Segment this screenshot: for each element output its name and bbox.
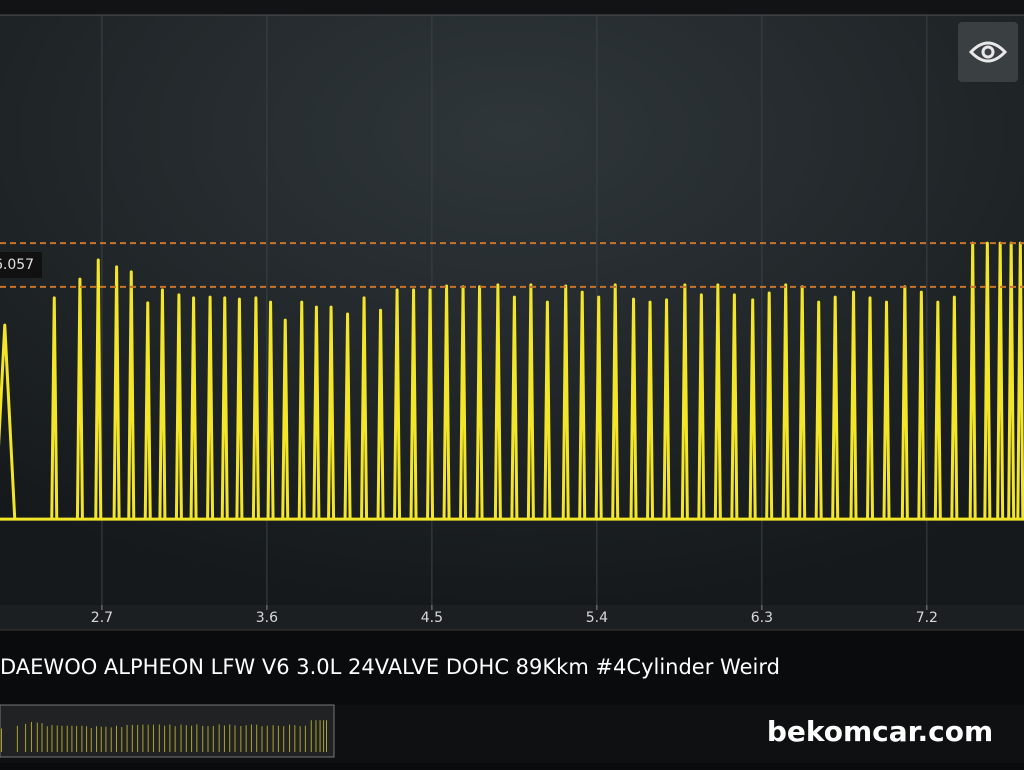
spike (950, 295, 959, 520)
watermark: bekomcar.com (767, 715, 993, 748)
spike (312, 305, 321, 520)
spike (189, 296, 198, 520)
spike (50, 296, 59, 520)
trace-title: DAEWOO ALPHEON LFW V6 3.0L 24VALVE DOHC … (0, 655, 780, 679)
spike (594, 295, 603, 520)
spike (917, 290, 926, 520)
spike (629, 297, 638, 520)
spike (281, 318, 290, 520)
top-bar (0, 0, 1024, 14)
spike (393, 288, 402, 520)
spike (297, 300, 306, 520)
spike (442, 284, 451, 520)
spike (220, 296, 229, 520)
spike (765, 291, 774, 520)
spike (748, 298, 757, 520)
x-tick-label: 3.6 (256, 610, 278, 626)
spike (866, 296, 875, 520)
spike (343, 312, 352, 520)
x-tick-label: 5.4 (586, 610, 608, 626)
x-axis-band (0, 605, 1024, 630)
spike (158, 288, 167, 520)
eye-button[interactable] (958, 22, 1018, 82)
spike (127, 270, 136, 520)
spike (882, 300, 891, 520)
spike (831, 295, 840, 520)
spike (697, 293, 706, 520)
spike (983, 241, 992, 520)
x-tick-label: 6.3 (751, 610, 773, 626)
spike (510, 295, 519, 520)
cursor-label-box (0, 252, 42, 279)
cursors: 6.057 (0, 242, 1024, 288)
spike (814, 300, 823, 520)
x-tick-label: 7.2 (916, 610, 938, 626)
overview (0, 705, 1024, 763)
overview-trace (1, 720, 328, 752)
waveform (0, 241, 1024, 521)
cursor-label: 6.057 (0, 257, 34, 273)
x-tick-label: 4.5 (421, 610, 443, 626)
spike (327, 305, 336, 520)
spike (251, 296, 260, 520)
spike (730, 293, 739, 520)
spike (493, 283, 502, 520)
overview-window[interactable] (0, 704, 335, 758)
spike (174, 293, 183, 520)
spike (0, 323, 17, 520)
spike (849, 290, 858, 520)
spike (112, 265, 121, 520)
spike (526, 283, 535, 520)
spike (713, 283, 722, 520)
x-tick-label: 2.7 (91, 610, 113, 626)
spike (409, 288, 418, 520)
spike (475, 285, 484, 520)
spike (543, 300, 552, 520)
spike (94, 258, 103, 520)
spike (143, 301, 152, 520)
spike (578, 290, 587, 520)
spike (235, 297, 244, 520)
spike (426, 288, 435, 520)
spike (360, 296, 369, 520)
spike (266, 300, 275, 520)
spike (781, 283, 790, 520)
spike (611, 283, 620, 520)
spike (680, 283, 689, 520)
spike (646, 300, 655, 520)
spike (75, 277, 84, 520)
spike (206, 295, 215, 520)
x-axis: 2.7 3.6 4.5 5.4 6.3 7.2 (91, 605, 938, 626)
spike (662, 298, 671, 520)
spike (933, 300, 942, 520)
spike (376, 308, 385, 520)
